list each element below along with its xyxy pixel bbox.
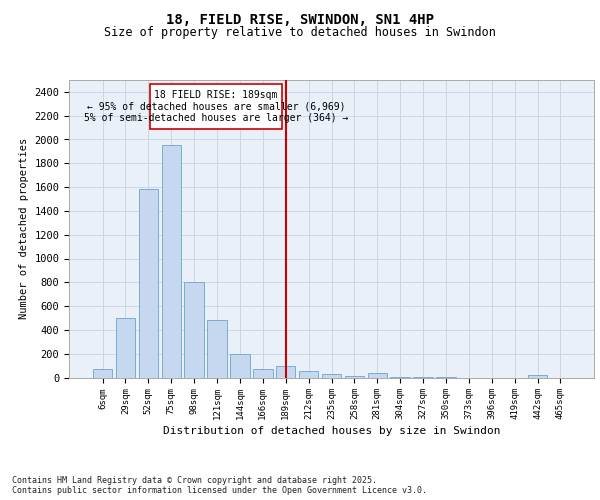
- Bar: [344, 376, 364, 378]
- Bar: [528, 375, 547, 378]
- Bar: [161, 146, 181, 378]
- Text: Size of property relative to detached houses in Swindon: Size of property relative to detached ho…: [104, 26, 496, 39]
- Text: 5% of semi-detached houses are larger (364) →: 5% of semi-detached houses are larger (3…: [84, 113, 348, 123]
- Bar: [413, 377, 433, 378]
- Text: Contains HM Land Registry data © Crown copyright and database right 2025.
Contai: Contains HM Land Registry data © Crown c…: [12, 476, 427, 495]
- Y-axis label: Number of detached properties: Number of detached properties: [19, 138, 29, 320]
- Text: 18 FIELD RISE: 189sqm: 18 FIELD RISE: 189sqm: [154, 90, 278, 100]
- Bar: [93, 368, 112, 378]
- Bar: [436, 377, 455, 378]
- Bar: [230, 354, 250, 378]
- Bar: [208, 320, 227, 378]
- Bar: [368, 372, 387, 378]
- Bar: [184, 282, 204, 378]
- Bar: [149, 84, 282, 129]
- Bar: [139, 190, 158, 378]
- Bar: [253, 369, 272, 378]
- X-axis label: Distribution of detached houses by size in Swindon: Distribution of detached houses by size …: [163, 426, 500, 436]
- Bar: [391, 377, 410, 378]
- Bar: [116, 318, 135, 378]
- Bar: [322, 374, 341, 378]
- Bar: [276, 366, 295, 378]
- Text: 18, FIELD RISE, SWINDON, SN1 4HP: 18, FIELD RISE, SWINDON, SN1 4HP: [166, 12, 434, 26]
- Text: ← 95% of detached houses are smaller (6,969): ← 95% of detached houses are smaller (6,…: [86, 101, 345, 111]
- Bar: [299, 371, 319, 378]
